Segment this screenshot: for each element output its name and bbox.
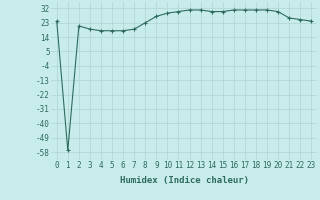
- X-axis label: Humidex (Indice chaleur): Humidex (Indice chaleur): [119, 176, 249, 185]
